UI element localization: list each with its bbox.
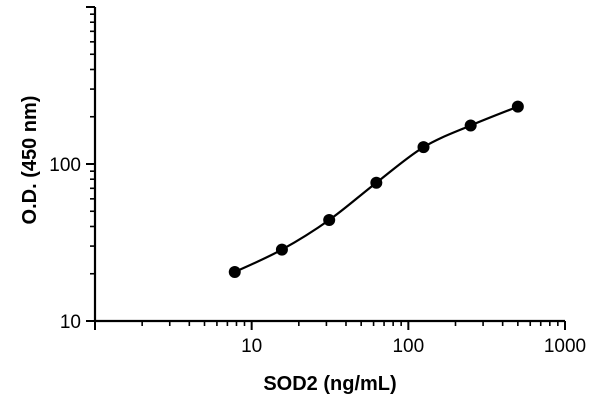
data-point <box>511 100 524 113</box>
ticks <box>86 6 566 330</box>
x-tick-label: 100 <box>392 336 424 357</box>
data-points <box>228 100 524 279</box>
x-tick-label: 1000 <box>544 336 586 357</box>
y-tick-label: 100 <box>49 155 81 176</box>
data-point <box>464 119 477 132</box>
data-point <box>417 141 430 154</box>
data-point <box>275 243 288 256</box>
y-axis-title: O.D. (450 nm) <box>19 96 41 225</box>
x-axis-title: SOD2 (ng/mL) <box>263 373 396 395</box>
x-tick-label: 10 <box>241 336 262 357</box>
axes <box>93 7 565 323</box>
data-point <box>370 176 383 189</box>
y-tick-label: 10 <box>60 312 81 333</box>
data-point <box>323 213 336 226</box>
data-point <box>228 266 241 279</box>
tick-labels: 10 100 1000 10 100 <box>49 155 586 357</box>
